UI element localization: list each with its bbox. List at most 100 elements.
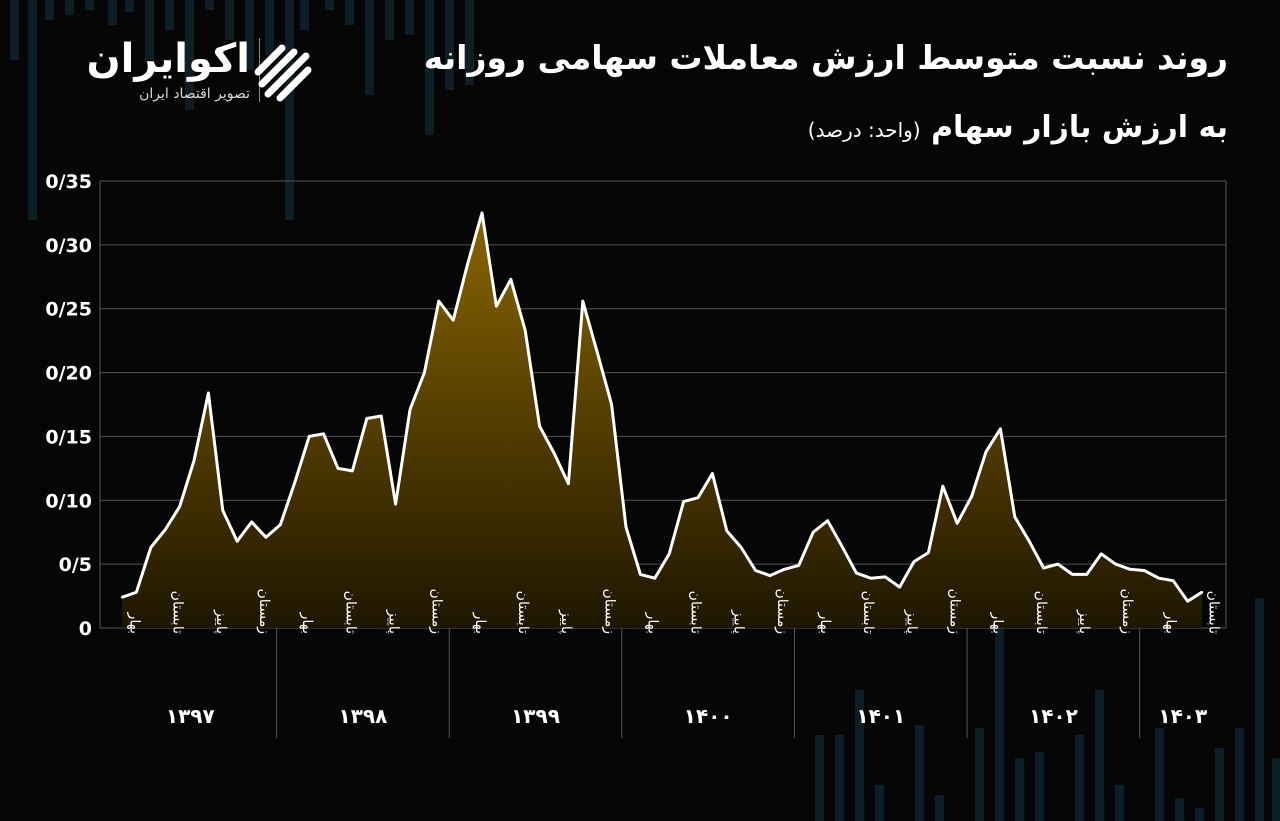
background-candle	[1075, 735, 1084, 821]
brand-tagline: تصویر اقتصاد ایران	[139, 86, 250, 102]
background-candle	[108, 0, 117, 25]
data-point	[221, 509, 224, 512]
x-tick-label: پاییز	[558, 609, 574, 634]
data-point	[725, 529, 728, 533]
background-candle	[425, 0, 434, 135]
y-tick-label: 0/35	[45, 171, 92, 193]
data-point	[1028, 540, 1031, 543]
data-point	[1157, 577, 1161, 580]
x-tick-label: پاییز	[386, 609, 402, 634]
y-tick-label: 0/10	[45, 490, 92, 512]
data-point	[1071, 573, 1074, 576]
x-tick-label: تابستان	[860, 591, 876, 634]
data-point	[1114, 562, 1117, 566]
data-point	[783, 568, 786, 571]
background-candle	[10, 0, 19, 60]
data-point	[394, 502, 397, 506]
data-point	[524, 329, 527, 332]
ecoiran-logo-icon	[254, 44, 312, 102]
data-point	[1186, 600, 1189, 603]
background-candle	[975, 728, 984, 821]
x-tick-label: زمستان	[601, 588, 617, 634]
data-point	[336, 467, 340, 470]
data-point	[480, 211, 484, 215]
y-tick-label: 0	[79, 618, 92, 640]
data-point	[941, 485, 944, 488]
data-point	[423, 371, 426, 374]
y-tick-label: 0/15	[45, 426, 92, 448]
x-tick-label: زمستان	[1119, 588, 1135, 634]
data-point	[639, 573, 642, 576]
background-candle	[300, 0, 309, 30]
background-candle	[385, 0, 394, 40]
data-point	[840, 545, 844, 548]
year-label: ۱۳۹۸	[338, 704, 387, 728]
background-candle	[1035, 752, 1044, 821]
background-candle	[125, 0, 134, 12]
y-tick-label: 0/20	[45, 363, 92, 385]
data-point	[984, 450, 988, 453]
x-tick-label: پاییز	[903, 609, 919, 634]
x-tick-label: زمستان	[256, 588, 272, 634]
x-tick-label: بهار	[299, 612, 315, 634]
data-point	[898, 585, 901, 589]
year-label: ۱۴۰۲	[1029, 704, 1078, 728]
background-candle	[1255, 598, 1264, 821]
background-candle	[1015, 758, 1024, 821]
data-point	[279, 523, 282, 526]
data-point	[1200, 591, 1204, 594]
background-candle	[365, 0, 374, 95]
background-candle	[325, 0, 334, 10]
x-tick-label: زمستان	[947, 588, 963, 634]
x-tick-label: پاییز	[213, 609, 229, 634]
data-point	[999, 427, 1002, 430]
data-point	[178, 505, 181, 508]
data-point	[956, 522, 959, 525]
data-point	[452, 319, 455, 322]
background-candle	[875, 785, 884, 821]
data-point	[164, 528, 167, 531]
chart-subtitle: به ارزش بازار سهام (واحد: درصد)	[808, 110, 1228, 145]
x-tick-label: بهار	[644, 612, 660, 634]
brand-logo: اکوایران تصویر اقتصاد ایران	[40, 30, 320, 110]
background-candle	[1175, 798, 1184, 821]
x-tick-label: زمستان	[774, 588, 790, 634]
data-point	[653, 577, 656, 580]
data-point	[120, 596, 124, 599]
x-tick-label: بهار	[817, 612, 833, 634]
data-point	[538, 425, 541, 428]
background-candle	[85, 0, 94, 10]
data-point	[437, 299, 440, 303]
data-point	[365, 417, 368, 420]
data-point	[754, 569, 757, 572]
data-point	[495, 305, 498, 308]
background-candle	[1215, 748, 1224, 821]
background-candle	[185, 0, 194, 110]
background-candle	[145, 0, 154, 60]
data-point	[236, 540, 239, 543]
background-candle	[1272, 758, 1280, 821]
data-point	[1172, 579, 1175, 582]
data-point	[1013, 515, 1016, 519]
area-fill	[122, 212, 1202, 628]
background-candle	[1115, 785, 1124, 821]
data-point	[624, 525, 628, 529]
background-candle	[445, 0, 454, 90]
data-point	[812, 531, 815, 534]
x-tick-label: تابستان	[688, 591, 704, 634]
data-point	[308, 435, 311, 438]
data-point	[1128, 568, 1132, 571]
background-candle	[1235, 728, 1244, 821]
background-candle	[935, 795, 944, 821]
background-candle	[165, 0, 174, 30]
x-tick-label: بهار	[1162, 612, 1178, 634]
background-candle	[1195, 808, 1204, 821]
series-line	[121, 211, 1203, 603]
data-point	[610, 403, 613, 406]
data-point	[970, 495, 973, 498]
background-candle	[1155, 728, 1164, 821]
data-point	[1042, 566, 1045, 570]
data-point	[740, 546, 743, 549]
data-point	[912, 560, 916, 563]
